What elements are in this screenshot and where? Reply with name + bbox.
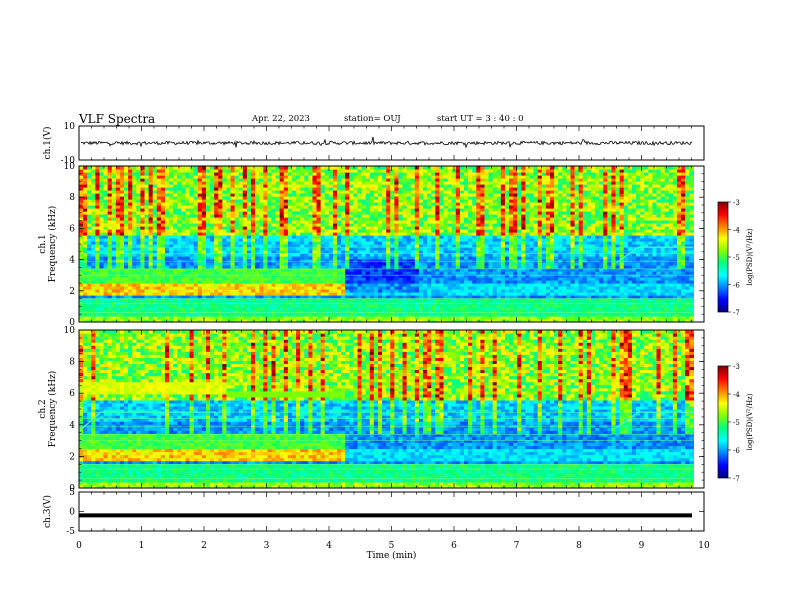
ch2-spectrogram-image — [78, 330, 694, 489]
x-axis-label: Time (min) — [367, 550, 417, 561]
colorbar-tick-label: -5 — [733, 419, 740, 427]
ch2-spectrogram-ylabel: Frequency (kHz) — [47, 371, 58, 448]
station-label: station= OUJ — [344, 114, 401, 124]
colorbar-tick-label: -5 — [733, 254, 740, 262]
ch2-spectrogram-colorbar — [717, 365, 729, 479]
colorbar-tick-label: -4 — [733, 227, 740, 235]
x-tick-label: 10 — [698, 541, 710, 551]
ch2-early-tone — [78, 411, 217, 432]
ch1-spectrogram-ylabel: Frequency (kHz) — [47, 206, 58, 283]
colorbar-tick-label: -7 — [733, 475, 740, 483]
ch2-rising-tone — [616, 411, 694, 429]
y-tick-label: 6 — [69, 224, 75, 234]
ch1-spectrogram-colorbar-label: log(PSD)(V²/Hz) — [746, 228, 754, 285]
y-tick-label: 0 — [69, 318, 75, 328]
colorbar-tick-label: -7 — [733, 309, 740, 317]
x-tick-label: 6 — [451, 541, 457, 551]
x-tick-label: 2 — [201, 541, 207, 551]
y-tick-label: -10 — [61, 156, 76, 166]
y-tick-label: 5 — [69, 488, 75, 498]
y-tick-label: 2 — [69, 452, 75, 462]
date-label: Apr. 22, 2023 — [252, 114, 310, 124]
colorbar-tick-label: -4 — [733, 391, 740, 399]
chart-title: VLF Spectra — [79, 112, 156, 126]
y-tick-label: -5 — [66, 527, 75, 537]
x-tick-label: 1 — [139, 541, 145, 551]
y-tick-label: 0 — [69, 484, 75, 494]
colorbar-tick-label: -3 — [733, 199, 740, 207]
ch2-spectrogram-colorbar-label: log(PSD)(V²/Hz) — [746, 393, 754, 450]
ch1-spectrogram-image — [79, 166, 694, 323]
x-tick-label: 8 — [576, 541, 582, 551]
x-tick-label: 5 — [389, 541, 395, 551]
y-tick-label: 8 — [69, 193, 75, 203]
ch1-rising-tone — [616, 246, 694, 264]
ch2-spectrogram-ylabel: ch.2 — [38, 399, 48, 418]
start-time-label: start UT = 3 : 40 : 0 — [437, 114, 524, 124]
y-tick-label: 8 — [69, 358, 75, 368]
x-tick-label: 7 — [514, 541, 520, 551]
ch1-waveform-ylabel: ch.1(V) — [42, 127, 53, 160]
x-tick-label: 3 — [264, 541, 270, 551]
ch1-waveform-line — [81, 136, 693, 149]
ch1-spectrogram-colorbar — [717, 201, 729, 313]
x-tick-label: 9 — [639, 541, 645, 551]
ch3-waveform-ylabel: ch.3(V) — [42, 495, 53, 528]
y-tick-label: 10 — [64, 162, 76, 172]
y-tick-label: 6 — [69, 389, 75, 399]
y-tick-label: 0 — [69, 508, 75, 518]
y-tick-label: 2 — [69, 287, 75, 297]
y-tick-label: 10 — [64, 326, 76, 336]
ch1-spectrogram-ylabel: ch.1 — [38, 234, 48, 253]
colorbar-tick-label: -3 — [733, 363, 740, 371]
x-tick-label: 4 — [326, 541, 332, 551]
colorbar-tick-label: -6 — [733, 282, 740, 290]
y-tick-label: 4 — [69, 421, 75, 431]
y-tick-label: 4 — [69, 256, 75, 266]
y-tick-label: 10 — [64, 122, 76, 132]
x-tick-label: 0 — [76, 541, 82, 551]
colorbar-tick-label: -6 — [733, 447, 740, 455]
ch3-waveform-frame — [78, 491, 705, 532]
